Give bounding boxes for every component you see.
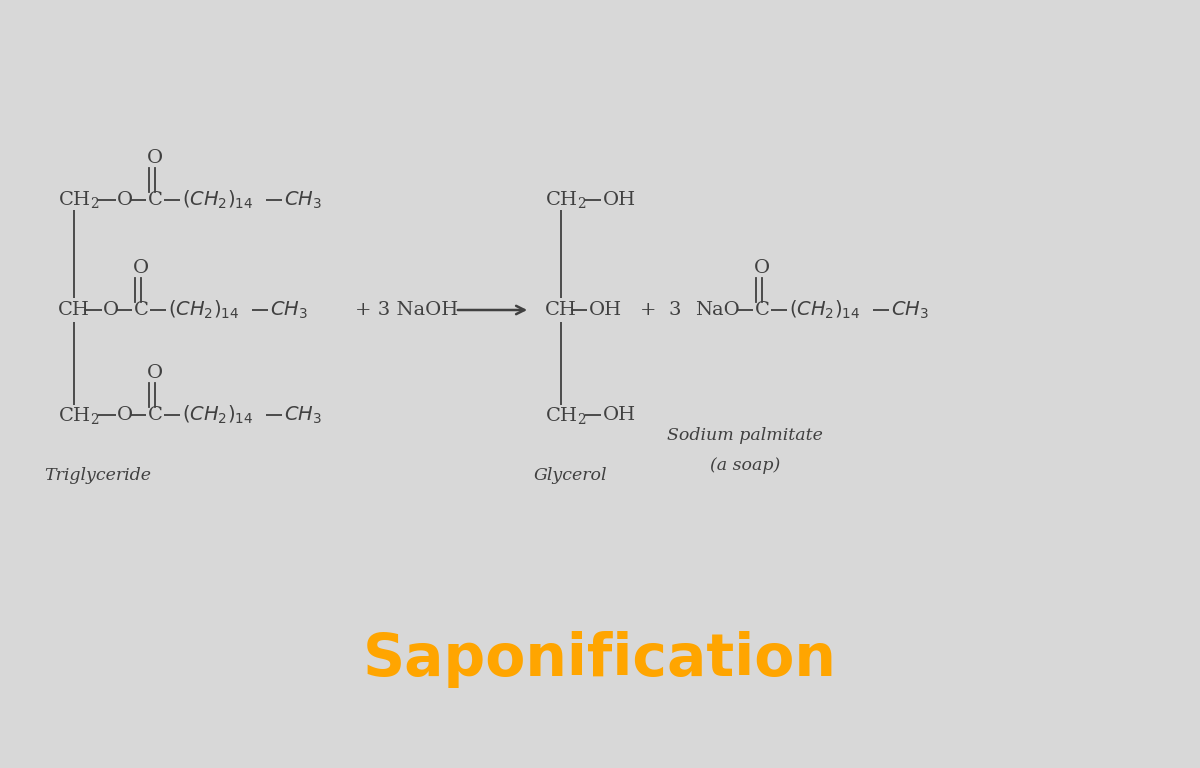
Text: $(CH_2)_{14}$: $(CH_2)_{14}$	[182, 189, 253, 211]
Text: + 3 NaOH: + 3 NaOH	[355, 301, 458, 319]
Text: O: O	[148, 364, 163, 382]
Text: $CH_3$: $CH_3$	[270, 300, 308, 321]
Text: O: O	[754, 259, 770, 277]
Text: NaO: NaO	[695, 301, 739, 319]
Text: CH: CH	[545, 301, 577, 319]
Text: OH: OH	[604, 191, 636, 209]
Text: $(CH_2)_{14}$: $(CH_2)_{14}$	[182, 404, 253, 426]
Text: OH: OH	[589, 301, 622, 319]
Text: $CH_3$: $CH_3$	[890, 300, 929, 321]
Text: O: O	[133, 259, 149, 277]
Text: $(CH_2)_{14}$: $(CH_2)_{14}$	[168, 299, 240, 321]
Text: C: C	[148, 406, 163, 424]
Text: CH: CH	[58, 301, 90, 319]
Text: O: O	[148, 149, 163, 167]
Text: (a soap): (a soap)	[710, 456, 780, 474]
Text: OH: OH	[604, 406, 636, 424]
Text: C: C	[148, 191, 163, 209]
Text: C: C	[134, 301, 149, 319]
Text: C: C	[755, 301, 770, 319]
Text: $\mathregular{CH_2}$: $\mathregular{CH_2}$	[58, 190, 100, 210]
Text: $\mathregular{CH_2}$: $\mathregular{CH_2}$	[58, 405, 100, 425]
Text: Saponification: Saponification	[364, 631, 836, 688]
Text: O: O	[118, 406, 133, 424]
Text: $\mathregular{CH_2}$: $\mathregular{CH_2}$	[545, 190, 587, 210]
Text: O: O	[103, 301, 119, 319]
Text: $CH_3$: $CH_3$	[284, 404, 322, 425]
Text: +  3: + 3	[640, 301, 682, 319]
Text: $\mathregular{CH_2}$: $\mathregular{CH_2}$	[545, 405, 587, 425]
Text: $CH_3$: $CH_3$	[284, 190, 322, 210]
Text: $(CH_2)_{14}$: $(CH_2)_{14}$	[790, 299, 860, 321]
Text: O: O	[118, 191, 133, 209]
Text: Glycerol: Glycerol	[533, 466, 607, 484]
Text: Sodium palmitate: Sodium palmitate	[667, 426, 823, 443]
Text: Triglyceride: Triglyceride	[44, 466, 151, 484]
